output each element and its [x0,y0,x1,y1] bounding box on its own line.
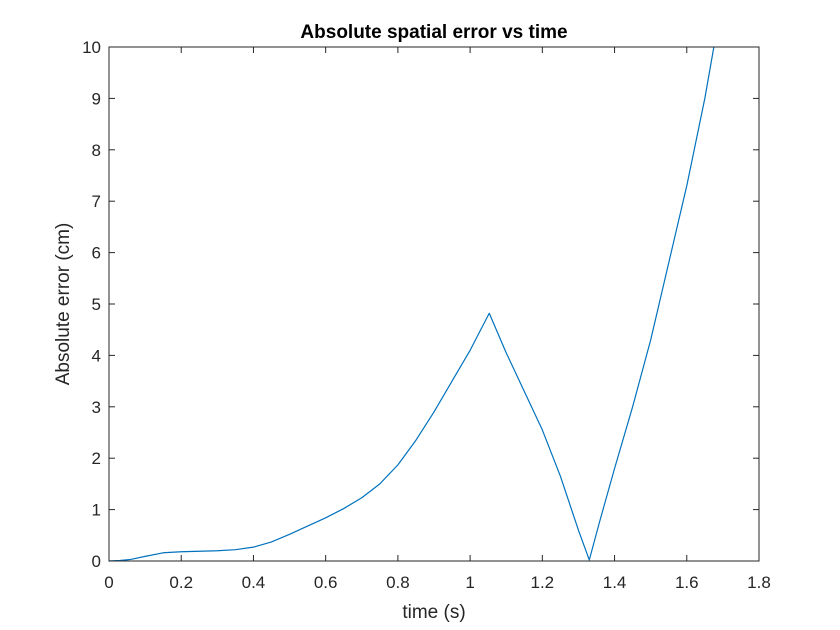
y-tick-label: 6 [92,244,101,263]
x-tick-label: 1.2 [531,573,555,592]
y-tick-label: 3 [92,398,101,417]
x-axis-label: time (s) [402,602,465,623]
y-tick-label: 10 [82,38,101,57]
y-tick-label: 2 [92,449,101,468]
y-axis-ticks: 0 1 2 3 4 5 6 7 8 9 10 [82,38,759,571]
series-layer [108,46,715,562]
y-tick-label: 5 [92,295,101,314]
x-tick-label: 0.8 [386,573,410,592]
x-tick-label: 1.4 [603,573,627,592]
y-tick-label: 1 [92,501,101,520]
plot-background [109,47,759,561]
x-tick-label: 1 [465,573,474,592]
x-tick-label: 0.6 [314,573,338,592]
y-tick-label: 0 [92,552,101,571]
y-tick-label: 8 [92,141,101,160]
x-tick-label: 0 [104,573,113,592]
x-tick-label: 0.4 [242,573,266,592]
y-tick-label: 7 [92,192,101,211]
x-tick-label: 1.6 [675,573,699,592]
x-tick-label: 0.2 [169,573,193,592]
y-tick-label: 4 [92,346,101,365]
chart-title: Absolute spatial error vs time [300,22,567,43]
y-axis-label: Absolute error (cm) [53,223,74,386]
x-axis-ticks: 0 0.2 0.4 0.6 0.8 1 1.2 1.4 1.6 1.8 [104,47,771,592]
series-line-1 [108,46,715,562]
y-tick-label: 9 [92,89,101,108]
x-tick-label: 1.8 [747,573,771,592]
